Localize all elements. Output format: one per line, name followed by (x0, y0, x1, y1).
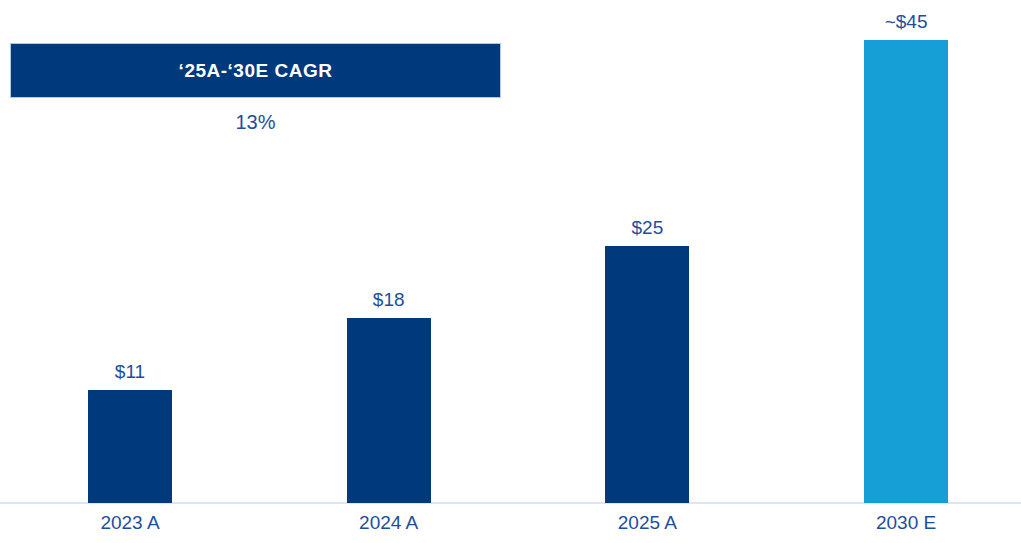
bar-value-label: $25 (632, 218, 664, 237)
bar-category-label: 2025 A (567, 512, 727, 534)
bar-chart: ‘25A-‘30E CAGR 13% $11 $18 $25 ~$45 2023 A 2… (0, 0, 1021, 543)
bar-value-label: $11 (115, 362, 145, 381)
bar-category-label: 2030 E (826, 512, 986, 534)
bar (88, 390, 172, 503)
bar-value-label: $18 (373, 290, 405, 309)
bar (347, 318, 431, 503)
cagr-banner: ‘25A-‘30E CAGR (10, 43, 501, 98)
bar (864, 40, 948, 503)
bar-category-label: 2023 A (50, 512, 210, 534)
bar-category-label: 2024 A (309, 512, 469, 534)
cagr-value: 13% (10, 111, 501, 134)
bar (605, 246, 689, 503)
bar-value-label: ~$45 (885, 12, 928, 31)
